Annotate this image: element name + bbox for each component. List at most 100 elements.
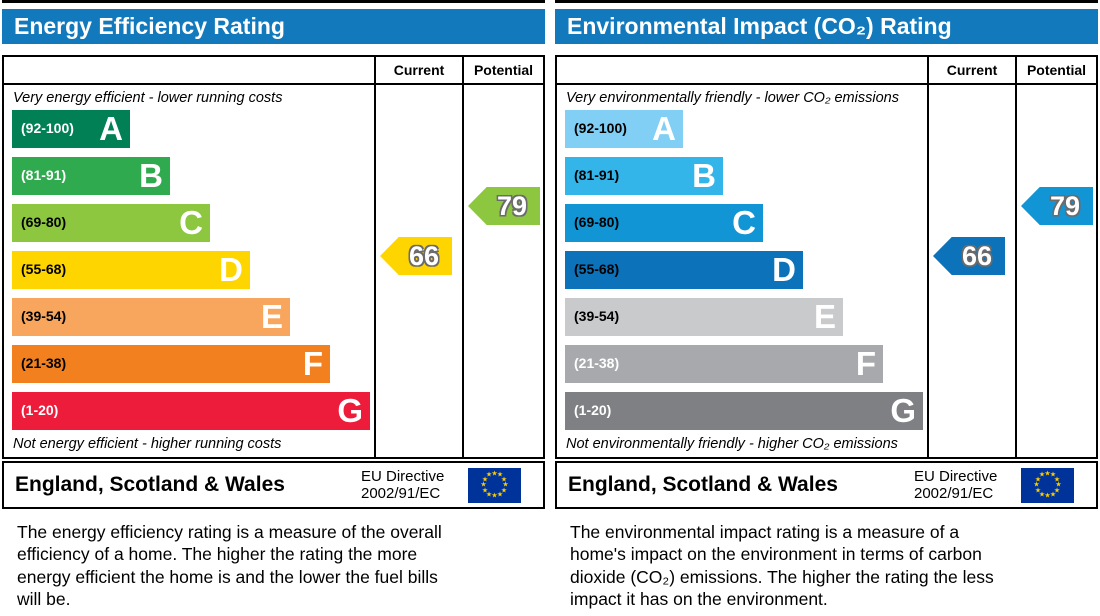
eu-star-icon: ★ [485,470,493,479]
band-letter: F [302,345,323,382]
eu-star-icon: ★ [1034,475,1042,483]
potential-rating-value: 79 [496,190,528,221]
potential-rating-arrow: 79 [468,187,540,225]
top-caption: Very energy efficient - lower running co… [13,90,283,106]
band-row-c: (69-80) C [12,204,210,242]
column-header-row: Current Potential [4,57,543,85]
band-letter: C [179,204,203,241]
eu-directive-label: EU Directive 2002/91/EC [361,468,456,502]
band-range-label: (81-91) [574,167,620,183]
eu-star-icon: ★ [1038,490,1046,499]
eu-directive-line1: EU Directive [361,468,445,485]
eu-star-icon: ★ [1033,480,1040,489]
potential-column-divider [1015,85,1017,457]
eu-star-icon: ★ [1038,470,1046,479]
band-range-label: (55-68) [21,261,67,277]
eu-star-icon: ★ [1049,490,1057,499]
environment-panel-title: Environmental Impact (CO₂) Rating [555,9,1098,44]
eu-star-icon: ★ [496,470,504,479]
bottom-caption: Not environmentally friendly - higher CO… [566,436,898,452]
bottom-caption: Not energy efficient - higher running co… [13,436,282,452]
band-letter: A [99,110,123,147]
band-row-a: (92-100) A [565,110,683,148]
column-spacer [4,57,374,83]
band-row-d: (55-68) D [12,251,250,289]
band-letter: A [652,110,676,147]
band-row-d: (55-68) D [565,251,803,289]
region-label: England, Scotland & Wales [568,473,838,496]
energy-efficiency-panel: Energy Efficiency Rating Current Potenti… [2,0,545,611]
eu-star-icon: ★ [481,475,489,483]
band-row-c: (69-80) C [565,204,763,242]
band-row-b: (81-91) B [12,157,170,195]
band-letter: B [139,157,163,194]
eu-directive-label: EU Directive 2002/91/EC [914,468,1009,502]
eu-flag-icon: ★ ★ ★ ★ ★ ★ ★ ★ ★ ★ ★ ★ [1021,467,1074,503]
potential-rating-arrow: 79 [1021,187,1093,225]
eu-star-icon: ★ [500,475,508,483]
band-letter: D [772,251,796,288]
current-rating-arrow: 66 [380,237,452,275]
energy-chart-body: Very energy efficient - lower running co… [4,85,543,457]
current-rating-value: 66 [961,240,993,271]
top-rule [2,0,545,3]
environment-chart-box: Current Potential Very environmentally f… [555,55,1098,459]
current-column-divider [927,85,929,457]
eu-star-icon: ★ [1053,475,1061,483]
energy-description: The energy efficiency rating is a measur… [17,522,442,610]
column-header-row: Current Potential [557,57,1096,85]
eu-star-icon: ★ [496,490,504,499]
band-range-label: (81-91) [21,167,67,183]
band-row-b: (81-91) B [565,157,723,195]
band-row-e: (39-54) E [12,298,290,336]
band-range-label: (21-38) [574,355,620,371]
band-range-label: (1-20) [574,402,612,418]
top-caption: Very environmentally friendly - lower CO… [566,90,899,106]
energy-panel-title: Energy Efficiency Rating [2,9,545,44]
environment-footer: England, Scotland & Wales EU Directive 2… [555,461,1098,509]
band-row-f: (21-38) F [12,345,330,383]
band-range-label: (69-80) [21,214,67,230]
current-column-header: Current [374,57,462,83]
potential-column-divider [462,85,464,457]
band-range-label: (39-54) [21,308,67,324]
band-row-g: (1-20) G [12,392,370,430]
band-letter: D [219,251,243,288]
eu-star-icon: ★ [491,469,498,478]
potential-column-header: Potential [1015,57,1096,83]
band-letter: E [813,298,836,335]
eu-star-icon: ★ [1034,486,1042,494]
eu-star-icon: ★ [485,490,493,499]
environment-description: The environmental impact rating is a mea… [570,522,994,610]
eu-star-icon: ★ [1049,470,1057,479]
current-column-divider [374,85,376,457]
band-range-label: (55-68) [574,261,620,277]
band-range-label: (21-38) [21,355,67,371]
band-row-f: (21-38) F [565,345,883,383]
band-letter: G [890,392,916,429]
band-letter: F [855,345,876,382]
region-label: England, Scotland & Wales [15,473,285,496]
band-letter: C [732,204,756,241]
eu-star-icon: ★ [1044,469,1051,478]
band-row-a: (92-100) A [12,110,130,148]
eu-directive-line1: EU Directive [914,468,998,485]
top-rule [555,0,1098,3]
band-row-g: (1-20) G [565,392,923,430]
eu-star-icon: ★ [1044,491,1051,500]
energy-chart-box: Current Potential Very energy efficient … [2,55,545,459]
environmental-impact-panel: Environmental Impact (CO₂) Rating Curren… [555,0,1098,611]
band-letter: E [260,298,283,335]
band-range-label: (1-20) [21,402,59,418]
eu-star-icon: ★ [481,486,489,494]
band-range-label: (39-54) [574,308,620,324]
band-letter: B [692,157,716,194]
band-range-label: (92-100) [21,120,74,136]
potential-column-header: Potential [462,57,543,83]
current-rating-value: 66 [408,240,440,271]
band-range-label: (92-100) [574,120,627,136]
environment-chart-body: Very environmentally friendly - lower CO… [557,85,1096,457]
eu-star-icon: ★ [480,480,487,489]
eu-star-icon: ★ [1055,480,1062,489]
